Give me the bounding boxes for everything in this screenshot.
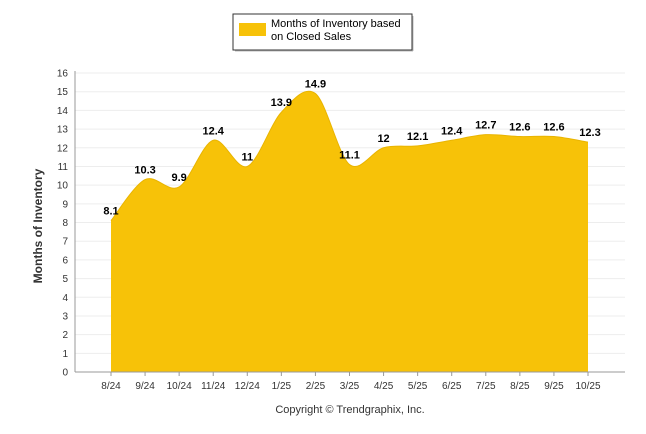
data-label: 11: [241, 151, 253, 163]
y-tick-label: 7: [62, 237, 68, 248]
x-tick-label: 9/25: [544, 381, 564, 392]
copyright-footer: Copyright © Trendgraphix, Inc.: [275, 404, 424, 416]
x-tick-label: 1/25: [272, 381, 292, 392]
x-tick-label: 8/25: [510, 381, 530, 392]
data-label: 12: [377, 133, 389, 145]
data-label: 10.3: [134, 165, 155, 177]
legend-label-line-2: on Closed Sales: [271, 31, 352, 43]
legend[interactable]: Months of Inventory based on Closed Sale…: [232, 13, 414, 52]
x-tick-label: 10/24: [167, 381, 192, 392]
data-labels: 8.1 10.3 9.9 12.4 11 13.9 14.9 11.1 12 12.1 12.4 12…: [103, 79, 600, 218]
data-label: 8.1: [103, 206, 118, 218]
data-label: 9.9: [171, 172, 186, 184]
x-tick-label: 12/24: [235, 381, 260, 392]
y-axis-title: Months of Inventory: [31, 168, 45, 283]
x-tick-labels: 8/24 9/24 10/24 11/24 12/24 1/25 2/25 3/25 4/25 5…: [101, 372, 601, 392]
y-tick-label: 12: [57, 143, 69, 154]
data-label: 11.1: [339, 150, 360, 162]
plot-area: [110, 90, 589, 372]
y-tick-label: 16: [57, 69, 69, 80]
series-line: [110, 90, 589, 221]
data-label: 12.6: [509, 122, 530, 134]
x-tick-label: 5/25: [408, 381, 428, 392]
y-tick-label: 9: [62, 199, 68, 210]
x-tick-label: 10/25: [575, 381, 600, 392]
y-tick-label: 13: [57, 125, 69, 136]
data-label: 12.6: [543, 122, 564, 134]
y-tick-label: 0: [62, 368, 68, 379]
data-label: 12.4: [441, 125, 463, 137]
y-tick-label: 14: [57, 106, 69, 117]
x-tick-label: 4/25: [374, 381, 394, 392]
y-tick-label: 8: [62, 218, 68, 229]
x-tick-label: 9/24: [135, 381, 155, 392]
y-tick-label: 15: [57, 87, 69, 98]
y-tick-label: 3: [62, 311, 68, 322]
data-label: 12.1: [407, 131, 428, 143]
x-tick-label: 3/25: [340, 381, 360, 392]
data-label: 12.4: [203, 125, 225, 137]
y-tick-label: 5: [62, 274, 68, 285]
data-label: 14.9: [305, 79, 326, 91]
data-label: 12.7: [475, 120, 496, 132]
y-tick-label: 4: [62, 293, 68, 304]
legend-label-line-1: Months of Inventory based: [271, 18, 401, 30]
x-tick-label: 11/24: [201, 381, 226, 392]
y-tick-label: 2: [62, 330, 68, 341]
y-tick-label: 10: [57, 181, 69, 192]
x-tick-label: 2/25: [306, 381, 326, 392]
x-tick-label: 6/25: [442, 381, 462, 392]
y-tick-label: 6: [62, 255, 68, 266]
legend-swatch: [239, 23, 266, 36]
x-tick-label: 8/24: [101, 381, 121, 392]
data-label: 12.3: [579, 127, 600, 139]
series-area[interactable]: [111, 91, 588, 372]
y-tick-label: 11: [58, 162, 69, 173]
x-tick-label: 7/25: [476, 381, 496, 392]
y-tick-label: 1: [62, 349, 68, 360]
data-label: 13.9: [271, 97, 292, 109]
